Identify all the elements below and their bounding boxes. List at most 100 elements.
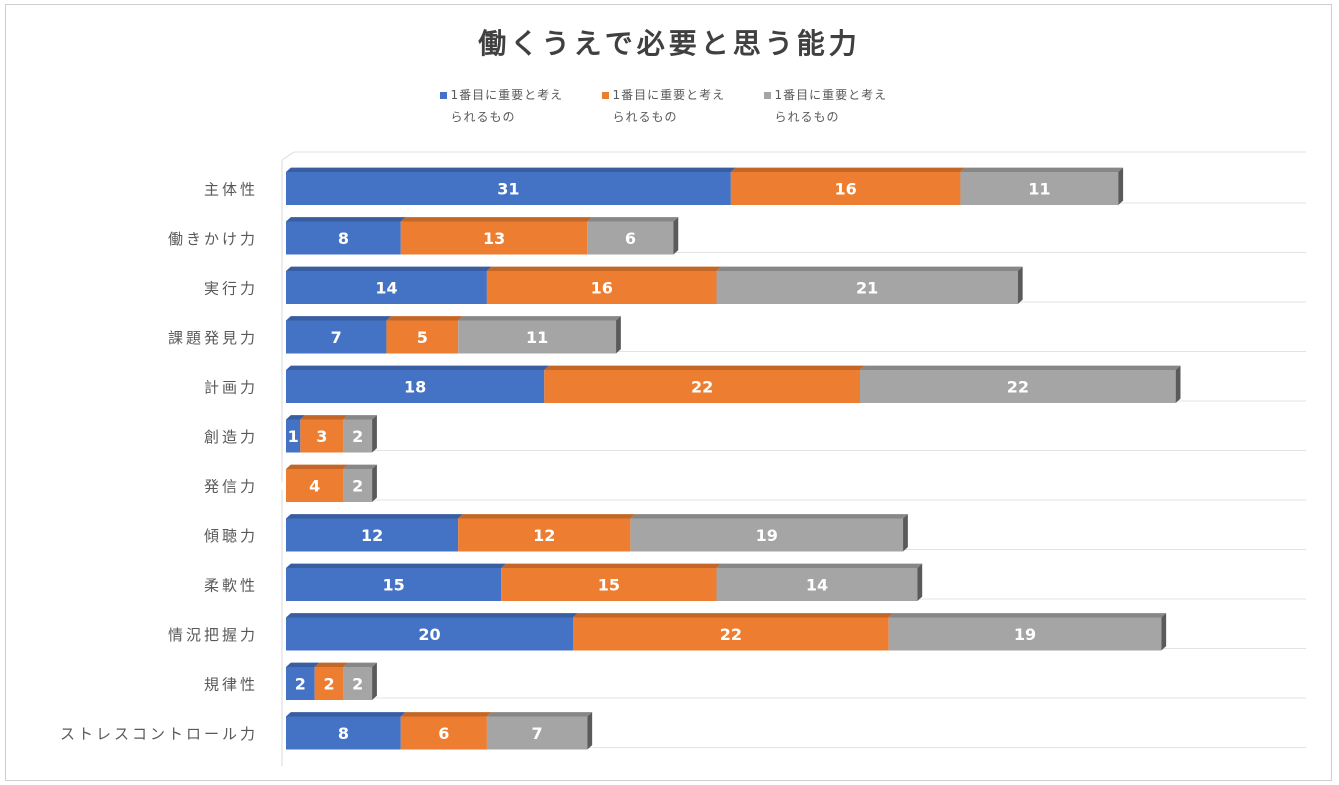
bar-top bbox=[343, 415, 377, 420]
data-label: 22 bbox=[1007, 378, 1029, 397]
bar-end bbox=[372, 464, 377, 502]
legend: 1番目に重要と考えられるもの 1番目に重要と考えられるもの 1番目に重要と考えられる… bbox=[0, 84, 1339, 128]
bar-top bbox=[730, 167, 966, 172]
bar-top bbox=[888, 613, 1167, 618]
bar-segment bbox=[386, 320, 459, 354]
axis-corner bbox=[281, 151, 295, 161]
data-label: 21 bbox=[856, 279, 878, 298]
bar-segment bbox=[486, 716, 588, 750]
data-label: 1 bbox=[288, 427, 299, 446]
bar-end bbox=[372, 662, 377, 700]
bar-end bbox=[673, 217, 679, 255]
bar-top bbox=[860, 365, 1181, 370]
bar-top bbox=[400, 217, 593, 222]
bar-top bbox=[286, 464, 349, 469]
data-label: 2 bbox=[352, 427, 363, 446]
bar-segment bbox=[286, 419, 301, 453]
data-label: 4 bbox=[309, 477, 320, 496]
data-label: 7 bbox=[532, 724, 543, 743]
legend-swatch-3 bbox=[763, 92, 771, 99]
bar-segment bbox=[343, 419, 373, 453]
bar-segment bbox=[888, 617, 1162, 651]
bar-top bbox=[300, 415, 349, 420]
data-label: 12 bbox=[361, 526, 383, 545]
data-label: 16 bbox=[591, 279, 613, 298]
data-label: 7 bbox=[331, 328, 342, 347]
category-label: 課題発見力 bbox=[168, 329, 258, 347]
bar-segment bbox=[343, 469, 373, 502]
bar-segment bbox=[630, 518, 904, 552]
bar-end bbox=[917, 563, 923, 601]
data-label: 15 bbox=[598, 576, 620, 595]
bar-segment bbox=[286, 370, 545, 403]
bar-segment bbox=[544, 370, 860, 403]
bar-top bbox=[286, 167, 736, 172]
legend-label-2: 1番目に重要と考えられるもの bbox=[612, 88, 726, 124]
bar-end bbox=[903, 514, 908, 552]
bar-top bbox=[386, 316, 463, 321]
bar-top bbox=[286, 217, 406, 222]
data-label: 2 bbox=[352, 477, 363, 496]
bar-segment bbox=[286, 271, 487, 304]
bar-segment bbox=[458, 320, 617, 354]
bar-segment bbox=[314, 667, 344, 700]
bar-top bbox=[343, 464, 377, 469]
bar-top bbox=[960, 167, 1124, 172]
bar-segment bbox=[716, 568, 918, 601]
bar-top bbox=[343, 662, 377, 667]
bar-end bbox=[616, 316, 621, 354]
bar-segment bbox=[286, 716, 401, 750]
chart-title: 働くうえで必要と思う能力 bbox=[478, 27, 861, 60]
bar-segment bbox=[300, 419, 344, 453]
bar-segment bbox=[587, 221, 674, 255]
data-label: 22 bbox=[691, 378, 713, 397]
bar-top bbox=[286, 563, 507, 568]
bar-top bbox=[286, 365, 550, 370]
bar-top bbox=[573, 613, 894, 618]
bar-segment bbox=[573, 617, 889, 651]
data-label: 31 bbox=[497, 180, 519, 199]
data-label: 12 bbox=[533, 526, 555, 545]
bar-end bbox=[587, 712, 593, 750]
bar-segment bbox=[286, 667, 315, 700]
legend-swatch-2 bbox=[601, 92, 609, 99]
category-label: 創造力 bbox=[204, 428, 258, 446]
category-label: 情況把握力 bbox=[168, 626, 258, 644]
bar-top bbox=[458, 316, 621, 321]
legend-item-3: 1番目に重要と考えられるもの bbox=[763, 84, 900, 128]
bar-segment bbox=[486, 271, 717, 304]
data-label: 19 bbox=[756, 526, 778, 545]
bar-segment bbox=[730, 172, 961, 205]
bar-end bbox=[1118, 167, 1124, 205]
bar-top bbox=[314, 662, 349, 667]
data-label: 14 bbox=[806, 576, 828, 595]
data-label: 6 bbox=[625, 229, 636, 248]
bar-segment bbox=[860, 370, 1176, 403]
bar-top bbox=[716, 266, 1023, 271]
data-label: 16 bbox=[835, 180, 857, 199]
bar-segment bbox=[716, 271, 1018, 304]
bar-top bbox=[587, 217, 679, 222]
category-label: 計画力 bbox=[204, 379, 258, 397]
bar-segment bbox=[960, 172, 1119, 205]
data-label: 2 bbox=[295, 675, 306, 694]
bar-segment bbox=[286, 568, 502, 601]
bar-segment bbox=[286, 617, 573, 651]
category-label: 働きかけ力 bbox=[168, 230, 258, 248]
legend-label-3: 1番目に重要と考えられるもの bbox=[774, 88, 888, 124]
bar-segment bbox=[286, 221, 401, 255]
data-label: 20 bbox=[418, 625, 440, 644]
bar-top bbox=[400, 712, 492, 717]
bar-segment bbox=[400, 221, 588, 255]
category-label: 主体性 bbox=[204, 181, 258, 199]
data-label: 11 bbox=[526, 328, 548, 347]
bar-segment bbox=[286, 469, 344, 502]
legend-swatch-1 bbox=[439, 92, 447, 99]
data-label: 8 bbox=[338, 724, 349, 743]
bar-segment bbox=[286, 172, 731, 205]
data-label: 2 bbox=[323, 675, 334, 694]
bar-top bbox=[458, 514, 636, 519]
bar-segment bbox=[458, 518, 631, 552]
data-label: 3 bbox=[316, 427, 327, 446]
data-label: 13 bbox=[483, 229, 505, 248]
